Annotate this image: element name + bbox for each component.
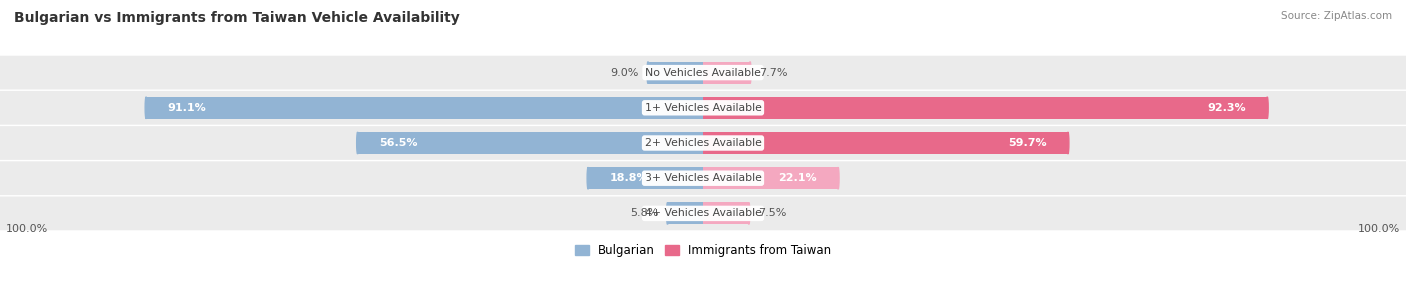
Bar: [648, 62, 703, 84]
Text: 91.1%: 91.1%: [167, 103, 207, 113]
Ellipse shape: [588, 167, 589, 189]
Ellipse shape: [1267, 97, 1268, 119]
Bar: [146, 97, 703, 119]
Ellipse shape: [748, 202, 749, 224]
Text: 59.7%: 59.7%: [1008, 138, 1046, 148]
Text: 4+ Vehicles Available: 4+ Vehicles Available: [644, 208, 762, 219]
Bar: [703, 167, 838, 189]
Bar: [588, 167, 703, 189]
Text: 5.8%: 5.8%: [630, 208, 658, 219]
FancyBboxPatch shape: [0, 161, 1406, 195]
Text: 1+ Vehicles Available: 1+ Vehicles Available: [644, 103, 762, 113]
Text: 7.7%: 7.7%: [759, 67, 787, 78]
Bar: [668, 202, 703, 224]
Ellipse shape: [357, 132, 359, 154]
Text: No Vehicles Available: No Vehicles Available: [645, 67, 761, 78]
Text: 9.0%: 9.0%: [610, 67, 638, 78]
Text: 3+ Vehicles Available: 3+ Vehicles Available: [644, 173, 762, 183]
Ellipse shape: [666, 202, 668, 224]
Text: Bulgarian vs Immigrants from Taiwan Vehicle Availability: Bulgarian vs Immigrants from Taiwan Vehi…: [14, 11, 460, 25]
Bar: [703, 97, 1267, 119]
FancyBboxPatch shape: [0, 91, 1406, 125]
Bar: [703, 202, 749, 224]
Text: 22.1%: 22.1%: [778, 173, 817, 183]
Text: 56.5%: 56.5%: [380, 138, 418, 148]
FancyBboxPatch shape: [0, 196, 1406, 230]
Text: 100.0%: 100.0%: [1358, 224, 1400, 234]
Text: 92.3%: 92.3%: [1208, 103, 1246, 113]
Text: 2+ Vehicles Available: 2+ Vehicles Available: [644, 138, 762, 148]
FancyBboxPatch shape: [0, 56, 1406, 90]
Bar: [703, 132, 1069, 154]
Ellipse shape: [749, 62, 751, 84]
Ellipse shape: [145, 97, 148, 119]
Text: 100.0%: 100.0%: [6, 224, 48, 234]
Text: Source: ZipAtlas.com: Source: ZipAtlas.com: [1281, 11, 1392, 21]
Text: 7.5%: 7.5%: [758, 208, 786, 219]
Ellipse shape: [1067, 132, 1069, 154]
Bar: [357, 132, 703, 154]
Ellipse shape: [837, 167, 839, 189]
Ellipse shape: [647, 62, 650, 84]
Legend: Bulgarian, Immigrants from Taiwan: Bulgarian, Immigrants from Taiwan: [569, 239, 837, 262]
Text: 18.8%: 18.8%: [609, 173, 648, 183]
FancyBboxPatch shape: [0, 126, 1406, 160]
Bar: [703, 62, 749, 84]
